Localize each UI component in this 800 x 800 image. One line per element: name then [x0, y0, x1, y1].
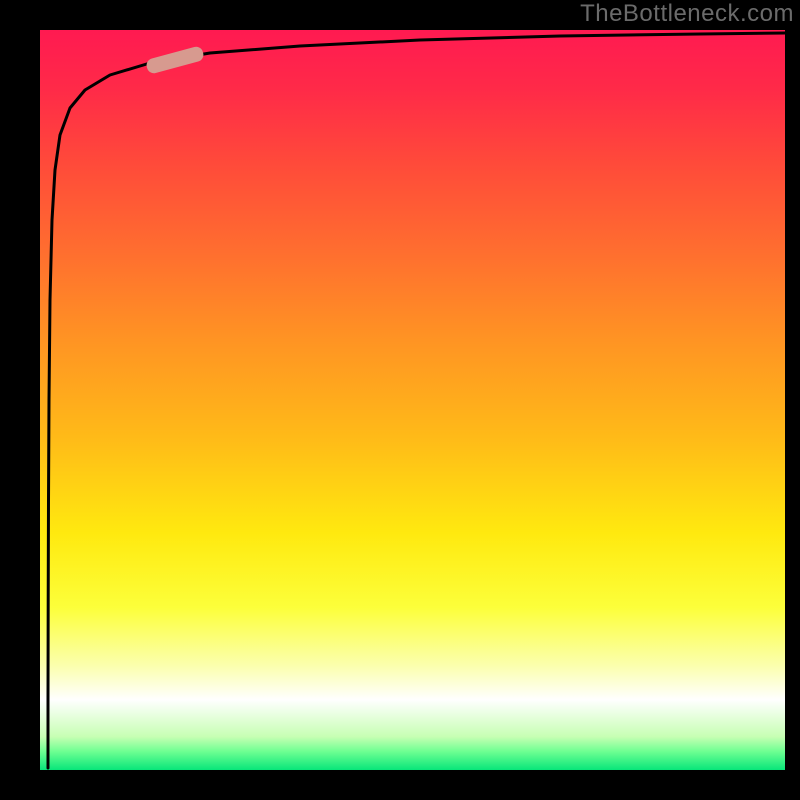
chart-svg — [0, 0, 800, 800]
chart-plot-area — [40, 30, 785, 770]
watermark-text: TheBottleneck.com — [580, 0, 794, 28]
bottleneck-chart: TheBottleneck.com — [0, 0, 800, 800]
